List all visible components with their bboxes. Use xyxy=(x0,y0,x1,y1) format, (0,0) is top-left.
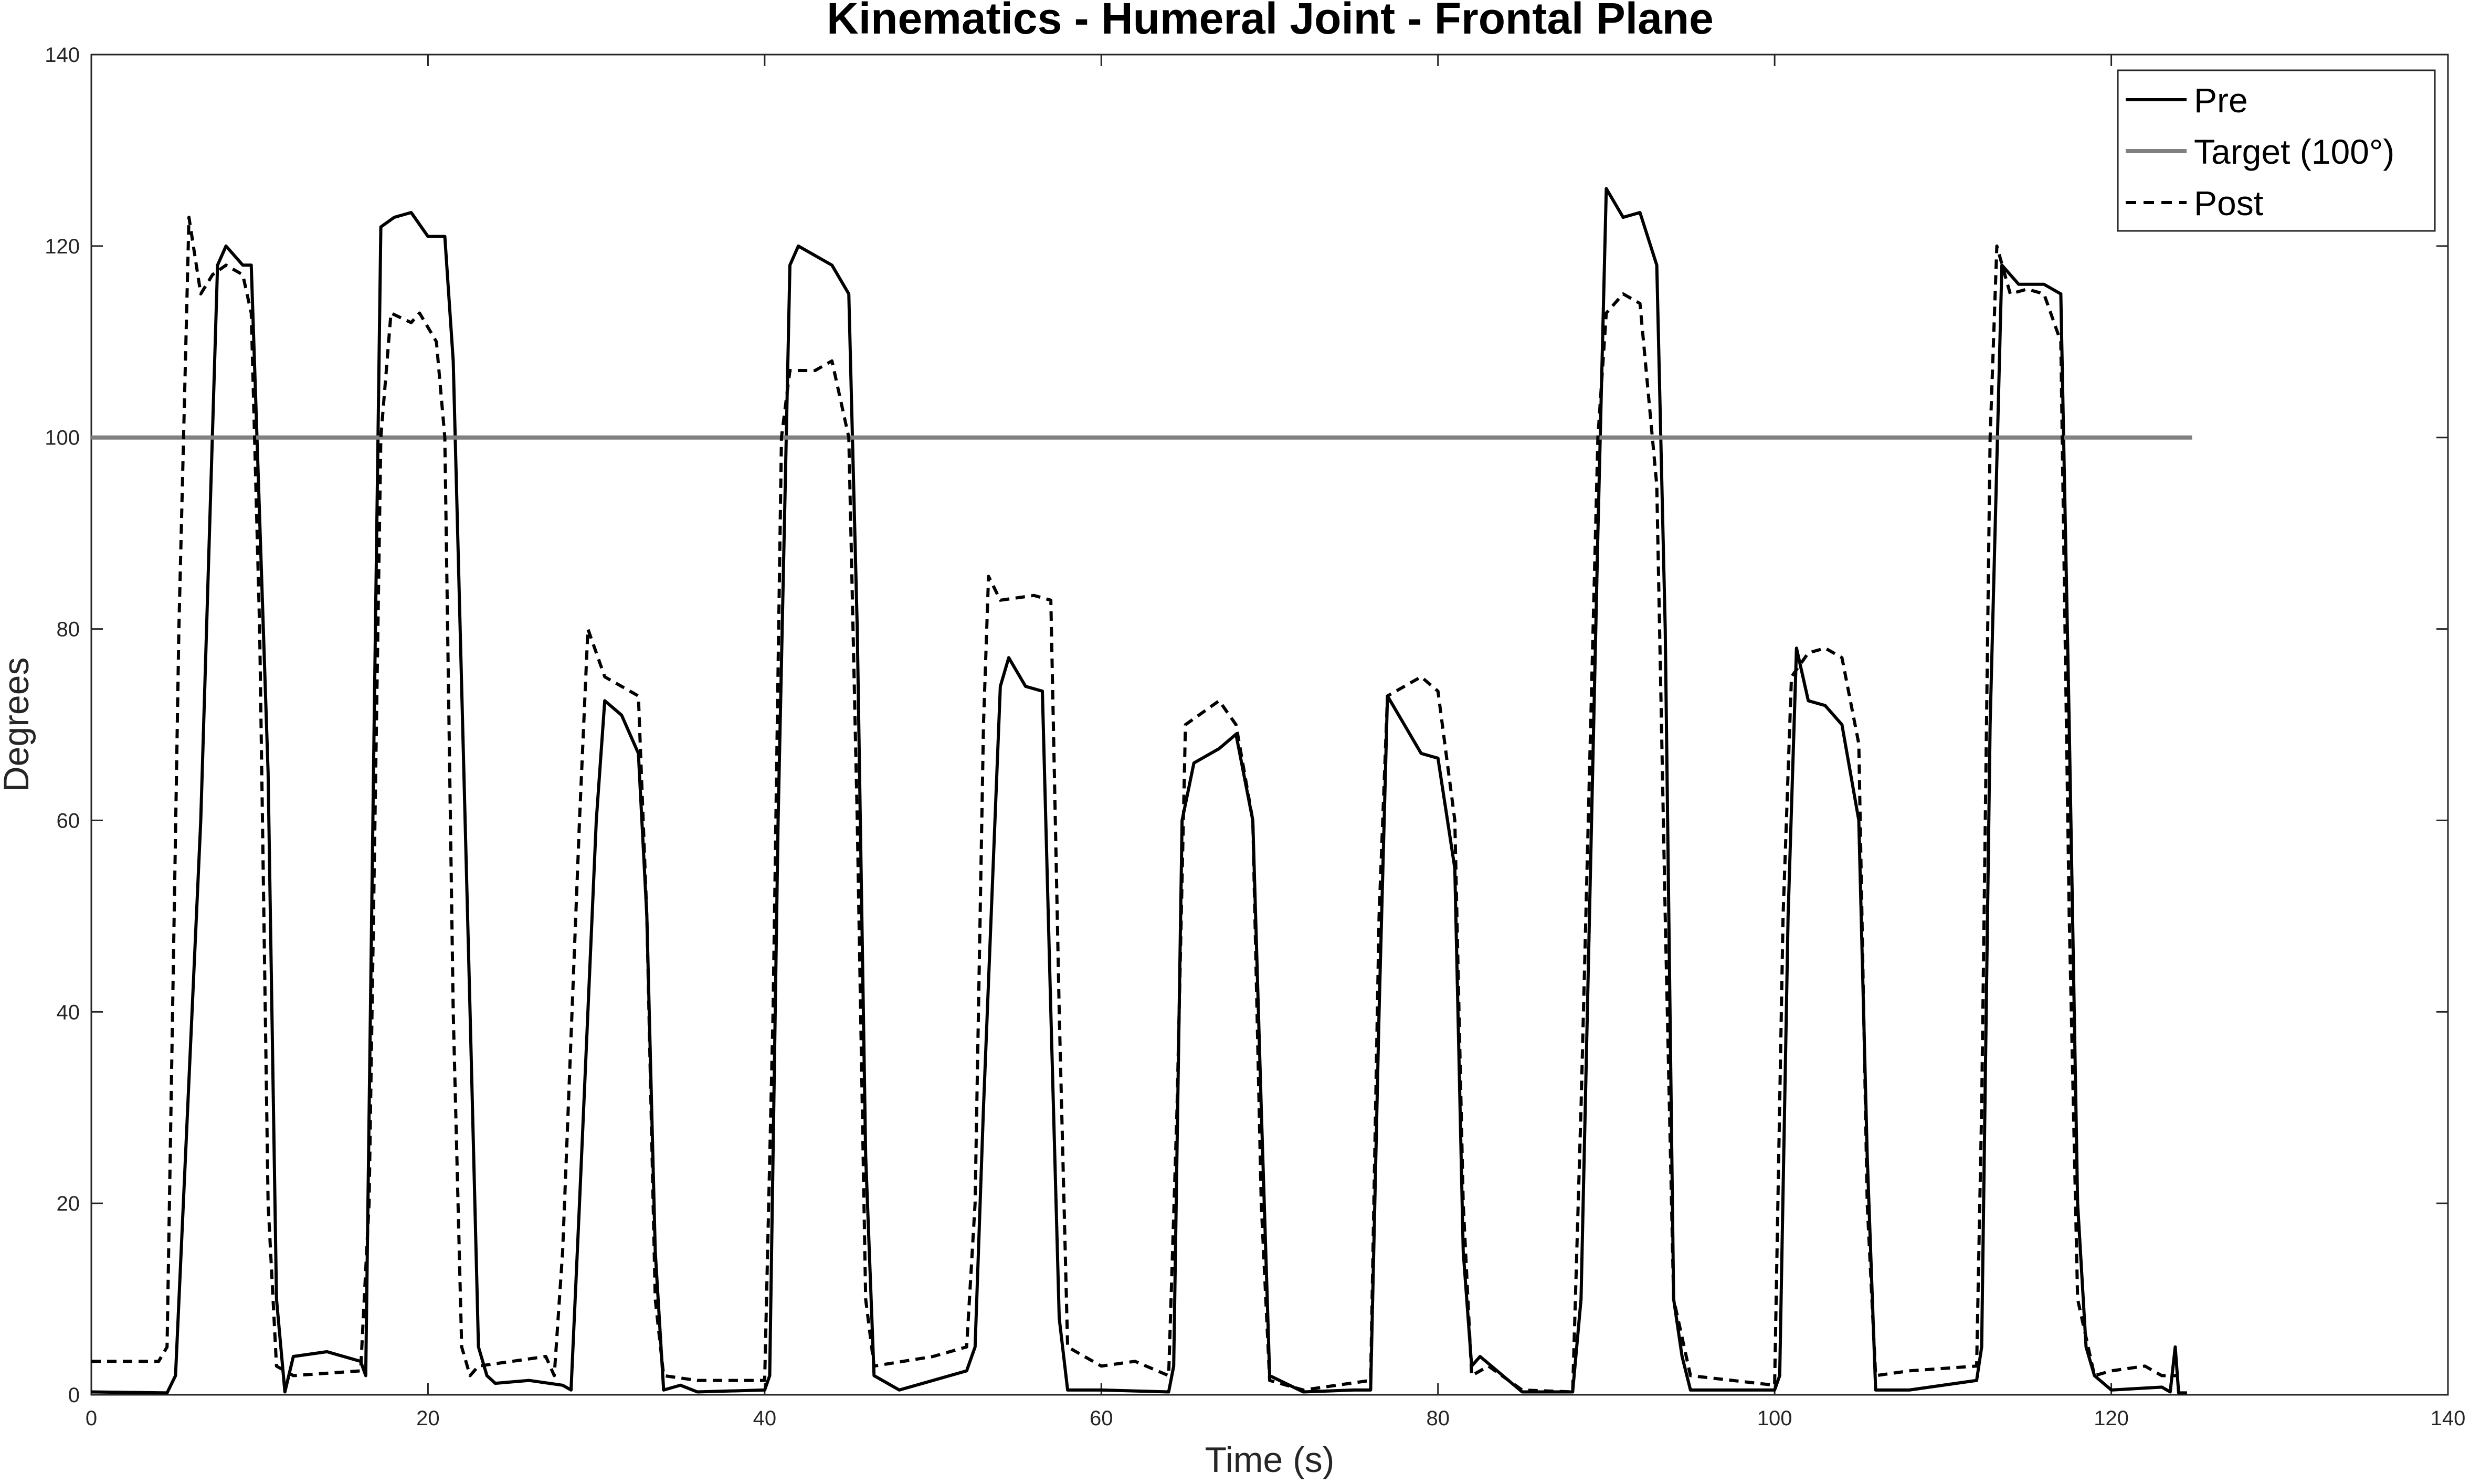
x-tick-label: 60 xyxy=(1090,1407,1113,1430)
y-tick-label: 0 xyxy=(68,1384,80,1407)
x-axis: 0 20 40 60 80 100 120 140 xyxy=(86,55,2466,1430)
plot-area xyxy=(90,54,2449,1396)
chart-title: Kinematics - Humeral Joint - Frontal Pla… xyxy=(827,0,1714,43)
legend: Pre Target (100°) Post xyxy=(2117,69,2436,232)
x-tick-label: 0 xyxy=(86,1407,97,1430)
y-tick-label: 100 xyxy=(45,427,80,450)
x-tick-label: 40 xyxy=(753,1407,777,1430)
y-tick-label: 140 xyxy=(45,44,80,67)
series-layer xyxy=(91,187,2192,1395)
y-tick-label: 80 xyxy=(57,618,80,641)
x-tick-label: 80 xyxy=(1426,1407,1450,1430)
x-tick-label: 140 xyxy=(2431,1407,2466,1430)
series-pre-line xyxy=(91,187,2187,1395)
legend-post-label: Post xyxy=(2194,184,2263,222)
x-tick-label: 20 xyxy=(416,1407,440,1430)
y-tick-label: 120 xyxy=(45,235,80,258)
y-tick-label: 60 xyxy=(57,809,80,832)
y-tick-label: 20 xyxy=(57,1192,80,1215)
y-axis-label: Degrees xyxy=(0,657,36,792)
legend-pre-label: Pre xyxy=(2194,81,2248,120)
series-post-line xyxy=(91,216,2179,1394)
x-tick-label: 100 xyxy=(1757,1407,1792,1430)
x-axis-label: Time (s) xyxy=(1205,1440,1335,1480)
y-axis: 0 20 40 60 80 100 120 140 xyxy=(45,44,2448,1407)
x-tick-label: 120 xyxy=(2094,1407,2129,1430)
legend-target-label: Target (100°) xyxy=(2194,132,2394,171)
y-tick-label: 40 xyxy=(57,1001,80,1024)
